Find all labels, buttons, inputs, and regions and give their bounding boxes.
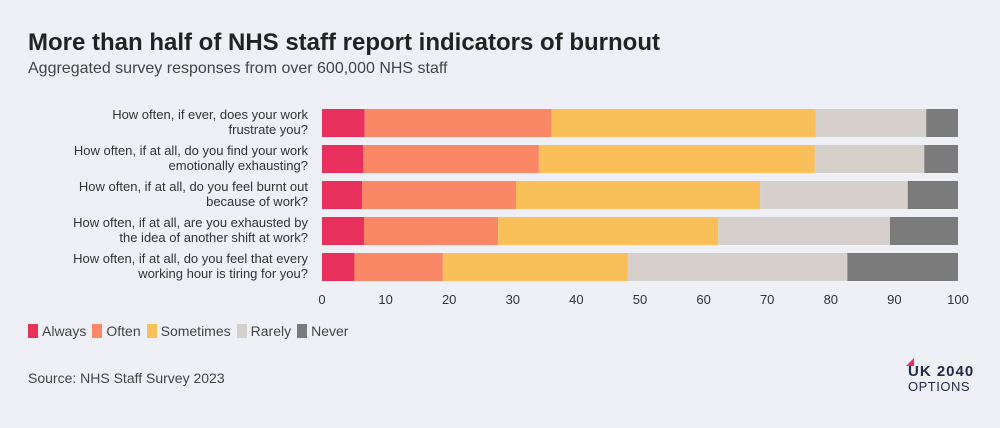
logo-mark-icon <box>906 358 914 366</box>
legend-item-never: Never <box>297 323 348 339</box>
legend-swatch-often <box>92 324 103 338</box>
category-label: How often, if at all, do you feel that e… <box>73 251 308 281</box>
x-tick-label: 10 <box>378 292 392 307</box>
category-label-line: frustrate you? <box>229 122 309 137</box>
bar-segment-always <box>322 217 364 245</box>
x-tick-label: 70 <box>760 292 774 307</box>
category-label: How often, if at all, do you feel burnt … <box>79 179 308 209</box>
category-label: How often, if at all, do you find your w… <box>74 143 309 173</box>
category-label: How often, if ever, does your work frustr… <box>112 107 308 137</box>
bar-segment-often <box>363 145 539 173</box>
category-label-line: the idea of another shift at work? <box>119 230 308 245</box>
legend-label-rarely: Rarely <box>250 323 292 339</box>
legend-item-rarely: Rarely <box>236 323 292 339</box>
category-label-line: How often, if at all, do you find your w… <box>74 143 309 158</box>
x-tick-label: 90 <box>887 292 901 307</box>
bar-segment-often <box>363 217 499 245</box>
bar-segment-always <box>322 145 364 173</box>
x-tick-label: 0 <box>318 292 325 307</box>
bar-segment-never <box>924 145 958 173</box>
category-label-line: How often, if at all, do you feel burnt … <box>79 179 308 194</box>
legend-item-sometimes: Sometimes <box>146 323 231 339</box>
category-label-line: How often, if ever, does your work <box>112 107 308 122</box>
logo-text-line1: UK 2040 <box>908 363 975 380</box>
bar-segment-never <box>907 181 958 209</box>
bar-segment-rarely <box>814 145 925 173</box>
legend-item-often: Often <box>92 323 141 339</box>
chart-title: More than half of NHS staff report indic… <box>28 29 660 56</box>
chart-subtitle: Aggregated survey responses from over 60… <box>28 60 448 77</box>
legend-label-always: Always <box>42 323 87 339</box>
category-label-line: How often, if at all, do you feel that e… <box>73 251 308 266</box>
uk2040-logo: UK 2040 OPTIONS <box>906 358 986 398</box>
bar-segment-often <box>362 181 516 209</box>
bar-segment-rarely <box>760 181 908 209</box>
bar-segment-sometimes <box>538 145 815 173</box>
bar-segment-sometimes <box>515 181 761 209</box>
logo-text-line2: OPTIONS <box>908 379 971 394</box>
bar-segment-sometimes <box>442 253 628 281</box>
legend-label-often: Often <box>106 323 141 339</box>
bar-segment-rarely <box>627 253 848 281</box>
bar-segment-always <box>322 181 363 209</box>
category-label-line: How often, if at all, are you exhausted … <box>73 215 308 230</box>
bar-segment-never <box>847 253 958 281</box>
category-label: How often, if at all, are you exhausted … <box>73 215 308 245</box>
category-label-line: because of work? <box>206 194 308 209</box>
bar-segment-rarely <box>718 217 890 245</box>
chart-legend: Always Often Sometimes Rarely Never <box>28 323 354 339</box>
legend-swatch-rarely <box>236 324 247 338</box>
category-label-line: emotionally exhausting? <box>169 158 308 173</box>
x-tick-label: 20 <box>442 292 456 307</box>
x-tick-label: 60 <box>696 292 710 307</box>
category-label-line: working hour is tiring for you? <box>137 266 308 281</box>
legend-swatch-sometimes <box>146 324 157 338</box>
x-tick-label: 100 <box>947 292 969 307</box>
bar-segment-sometimes <box>498 217 719 245</box>
bar-segment-always <box>322 109 365 137</box>
legend-label-sometimes: Sometimes <box>160 323 231 339</box>
bar-segment-often <box>364 109 552 137</box>
x-tick-label: 30 <box>506 292 520 307</box>
legend-swatch-never <box>297 324 308 338</box>
bar-segment-rarely <box>815 109 927 137</box>
legend-swatch-always <box>28 324 38 338</box>
x-tick-label: 40 <box>569 292 583 307</box>
source-note: Source: NHS Staff Survey 2023 <box>28 370 225 386</box>
x-tick-label: 50 <box>633 292 647 307</box>
x-tick-label: 80 <box>824 292 838 307</box>
legend-item-always: Always <box>28 323 86 339</box>
bar-segment-often <box>354 253 443 281</box>
bar-segment-sometimes <box>551 109 816 137</box>
bar-segment-never <box>926 109 958 137</box>
bar-segment-always <box>322 253 355 281</box>
bar-segment-never <box>889 217 958 245</box>
legend-label-never: Never <box>311 323 349 339</box>
